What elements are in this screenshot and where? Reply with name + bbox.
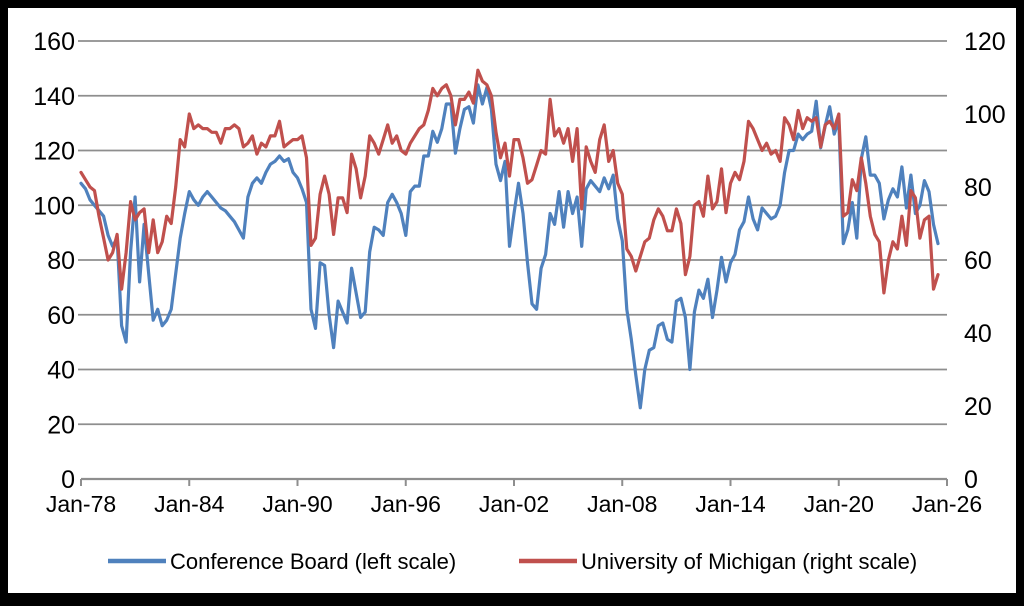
legend: Conference Board (left scale) University… xyxy=(108,549,917,574)
gridlines xyxy=(78,40,947,426)
right-axis-tick-label: 80 xyxy=(964,174,992,202)
university-of-michigan-line xyxy=(79,68,940,295)
x-axis-tick-label: Jan-02 xyxy=(479,491,549,517)
x-axis-labels: Jan-78 Jan-84 Jan-90 Jan-96 Jan-02 Jan-08 Jan-… xyxy=(46,491,982,517)
left-axis-tick-label: 40 xyxy=(47,357,75,385)
right-axis-tick-label: 120 xyxy=(964,28,1006,56)
right-axis-tick-label: 100 xyxy=(964,101,1006,129)
x-axis-tick-label: Jan-14 xyxy=(695,491,766,517)
legend-label-conference-board: Conference Board (left scale) xyxy=(170,549,456,574)
x-axis-tick-label: Jan-84 xyxy=(154,491,225,517)
plot-background xyxy=(8,8,1016,593)
right-axis-tick-label: 40 xyxy=(964,320,992,348)
left-axis-tick-label: 60 xyxy=(47,302,75,330)
right-axis-labels: 0 20 40 60 80 100 120 xyxy=(964,28,1006,494)
left-axis-tick-label: 120 xyxy=(33,138,75,166)
legend-label-michigan: University of Michigan (right scale) xyxy=(581,549,917,574)
right-axis-tick-label: 0 xyxy=(964,466,978,494)
left-axis-tick-label: 80 xyxy=(47,247,75,275)
left-axis-tick-label: 140 xyxy=(33,83,75,111)
x-axis-tick-label: Jan-20 xyxy=(804,491,874,517)
x-axis-tick-label: Jan-26 xyxy=(912,491,982,517)
x-axis-tick-label: Jan-78 xyxy=(46,491,116,517)
x-axis-tick-label: Jan-90 xyxy=(262,491,332,517)
conference-board-line xyxy=(79,83,940,410)
left-axis-tick-label: 160 xyxy=(33,28,75,56)
left-axis-labels: 0 20 40 60 80 100 120 140 160 xyxy=(33,28,75,494)
right-axis-tick-label: 60 xyxy=(964,247,992,275)
left-axis-tick-label: 0 xyxy=(61,466,75,494)
x-axis-ticks xyxy=(80,479,948,486)
right-axis-tick-label: 20 xyxy=(964,393,992,421)
x-axis-tick-label: Jan-08 xyxy=(587,491,657,517)
left-axis-tick-label: 20 xyxy=(47,411,75,439)
left-axis-tick-label: 100 xyxy=(33,192,75,220)
x-axis-tick-label: Jan-96 xyxy=(371,491,441,517)
